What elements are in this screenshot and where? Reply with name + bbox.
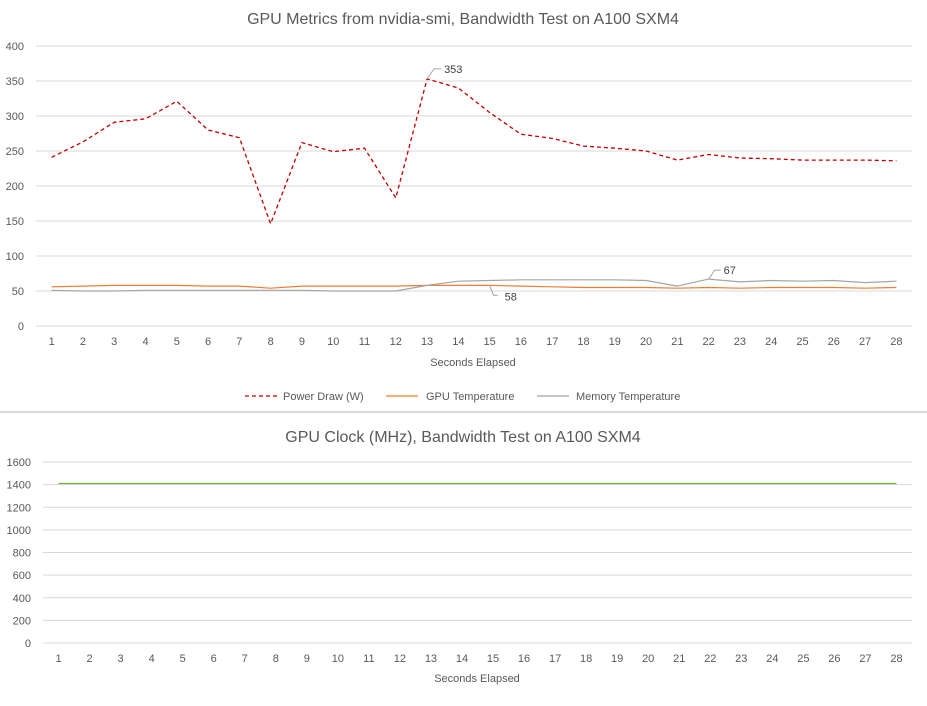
bot-x-tick-label: 2 xyxy=(86,653,92,665)
bot-x-tick-label: 9 xyxy=(304,653,310,665)
clock-chart: GPU Clock (MHz), Bandwidth Test on A100 … xyxy=(7,429,912,685)
top-x-tick-label: 12 xyxy=(390,336,402,348)
bot-x-tick-label: 11 xyxy=(363,653,374,665)
top-x-tick-label: 23 xyxy=(734,336,746,348)
bot-x-tick-label: 4 xyxy=(149,653,155,665)
panel-divider xyxy=(0,411,927,413)
legend-item-gpu-temperature: GPU Temperature xyxy=(386,391,514,403)
clock-x-axis-title: Seconds Elapsed xyxy=(434,673,520,685)
top-y-tick-label: 250 xyxy=(6,146,24,158)
bot-y-tick-label: 1600 xyxy=(7,457,31,469)
top-x-tick-label: 25 xyxy=(796,336,808,348)
top-x-tick-label: 7 xyxy=(236,336,242,348)
top-x-tick-label: 17 xyxy=(546,336,558,348)
legend-label-gpu-temperature: GPU Temperature xyxy=(426,391,514,403)
bot-x-tick-label: 18 xyxy=(580,653,592,665)
top-x-tick-label: 16 xyxy=(515,336,527,348)
bot-x-tick-label: 13 xyxy=(425,653,437,665)
top-x-tick-label: 14 xyxy=(452,336,464,348)
top-y-tick-label: 350 xyxy=(6,76,24,88)
bot-y-tick-label: 200 xyxy=(13,615,31,627)
top-x-tick-label: 9 xyxy=(299,336,305,348)
bot-y-tick-label: 800 xyxy=(13,548,31,560)
top-x-tick-label: 10 xyxy=(327,336,339,348)
bot-x-tick-label: 7 xyxy=(242,653,248,665)
bot-x-tick-label: 6 xyxy=(211,653,217,665)
top-series-line-gpu-temperature xyxy=(51,284,897,289)
top-x-tick-label: 26 xyxy=(828,336,840,348)
top-data-label: 353 xyxy=(444,64,462,76)
legend-item-power-draw-w: Power Draw (W) xyxy=(245,391,364,403)
top-data-label: 58 xyxy=(505,291,517,303)
top-annotation-leader xyxy=(708,269,721,280)
bot-x-tick-label: 16 xyxy=(518,653,530,665)
bot-y-tick-label: 400 xyxy=(13,593,31,605)
top-y-tick-label: 400 xyxy=(6,41,24,53)
bot-y-tick-label: 600 xyxy=(13,570,31,582)
top-x-tick-label: 4 xyxy=(142,336,148,348)
metrics-chart: GPU Metrics from nvidia-smi, Bandwidth T… xyxy=(6,11,912,403)
bot-x-tick-label: 12 xyxy=(394,653,406,665)
top-annotation-leader xyxy=(426,68,442,80)
top-x-tick-label: 2 xyxy=(80,336,86,348)
top-x-tick-label: 28 xyxy=(890,336,902,348)
top-y-tick-label: 0 xyxy=(18,321,24,333)
top-x-tick-label: 24 xyxy=(765,336,777,348)
legend-label-power-draw-w: Power Draw (W) xyxy=(283,391,364,403)
metrics-legend: Power Draw (W) GPU Temperature Memory Temp… xyxy=(245,391,680,403)
bot-x-tick-label: 10 xyxy=(332,653,344,665)
top-series-line-memory-temperature xyxy=(51,278,897,292)
bot-y-tick-label: 0 xyxy=(25,638,31,650)
top-x-tick-label: 11 xyxy=(359,336,370,348)
top-x-tick-label: 13 xyxy=(421,336,433,348)
top-x-tick-label: 6 xyxy=(205,336,211,348)
top-x-tick-label: 22 xyxy=(703,336,715,348)
bot-x-tick-label: 15 xyxy=(487,653,499,665)
top-x-tick-label: 18 xyxy=(577,336,589,348)
bot-y-tick-label: 1200 xyxy=(7,502,31,514)
top-y-tick-label: 100 xyxy=(6,251,24,263)
top-x-tick-label: 5 xyxy=(174,336,180,348)
bot-y-tick-label: 1400 xyxy=(7,480,31,492)
top-x-tick-label: 8 xyxy=(268,336,274,348)
bot-x-tick-label: 22 xyxy=(704,653,716,665)
top-x-tick-label: 15 xyxy=(484,336,496,348)
top-x-tick-label: 3 xyxy=(111,336,117,348)
bot-x-tick-label: 5 xyxy=(180,653,186,665)
legend-label-memory-temperature: Memory Temperature xyxy=(576,391,680,403)
bot-x-tick-label: 1 xyxy=(55,653,61,665)
clock-chart-panel: GPU Clock (MHz), Bandwidth Test on A100 … xyxy=(0,414,927,701)
bot-x-tick-label: 17 xyxy=(549,653,561,665)
bot-y-tick-label: 1000 xyxy=(7,525,31,537)
top-annotation-leader xyxy=(489,285,498,296)
bot-x-tick-label: 14 xyxy=(456,653,468,665)
top-x-tick-label: 19 xyxy=(609,336,621,348)
top-x-tick-label: 20 xyxy=(640,336,652,348)
bot-x-tick-label: 21 xyxy=(673,653,685,665)
bot-x-tick-label: 24 xyxy=(766,653,778,665)
bot-x-tick-label: 20 xyxy=(642,653,654,665)
bot-x-tick-label: 23 xyxy=(735,653,747,665)
clock-chart-title: GPU Clock (MHz), Bandwidth Test on A100 … xyxy=(285,429,641,446)
bot-x-tick-label: 8 xyxy=(273,653,279,665)
top-y-tick-label: 150 xyxy=(6,216,24,228)
top-x-tick-label: 1 xyxy=(49,336,55,348)
top-y-tick-label: 200 xyxy=(6,181,24,193)
bot-x-tick-label: 26 xyxy=(828,653,840,665)
top-y-tick-label: 300 xyxy=(6,111,24,123)
top-data-label: 67 xyxy=(724,265,736,277)
bot-x-tick-label: 28 xyxy=(890,653,902,665)
metrics-x-axis-title: Seconds Elapsed xyxy=(430,357,516,369)
bot-x-tick-label: 19 xyxy=(611,653,623,665)
legend-item-memory-temperature: Memory Temperature xyxy=(537,391,680,403)
bot-x-tick-label: 27 xyxy=(859,653,871,665)
bot-x-tick-label: 3 xyxy=(118,653,124,665)
bot-x-tick-label: 25 xyxy=(797,653,809,665)
top-x-tick-label: 21 xyxy=(671,336,683,348)
top-x-tick-label: 27 xyxy=(859,336,871,348)
metrics-chart-title: GPU Metrics from nvidia-smi, Bandwidth T… xyxy=(247,11,679,28)
metrics-chart-panel: GPU Metrics from nvidia-smi, Bandwidth T… xyxy=(6,11,912,403)
top-y-tick-label: 50 xyxy=(12,286,24,298)
